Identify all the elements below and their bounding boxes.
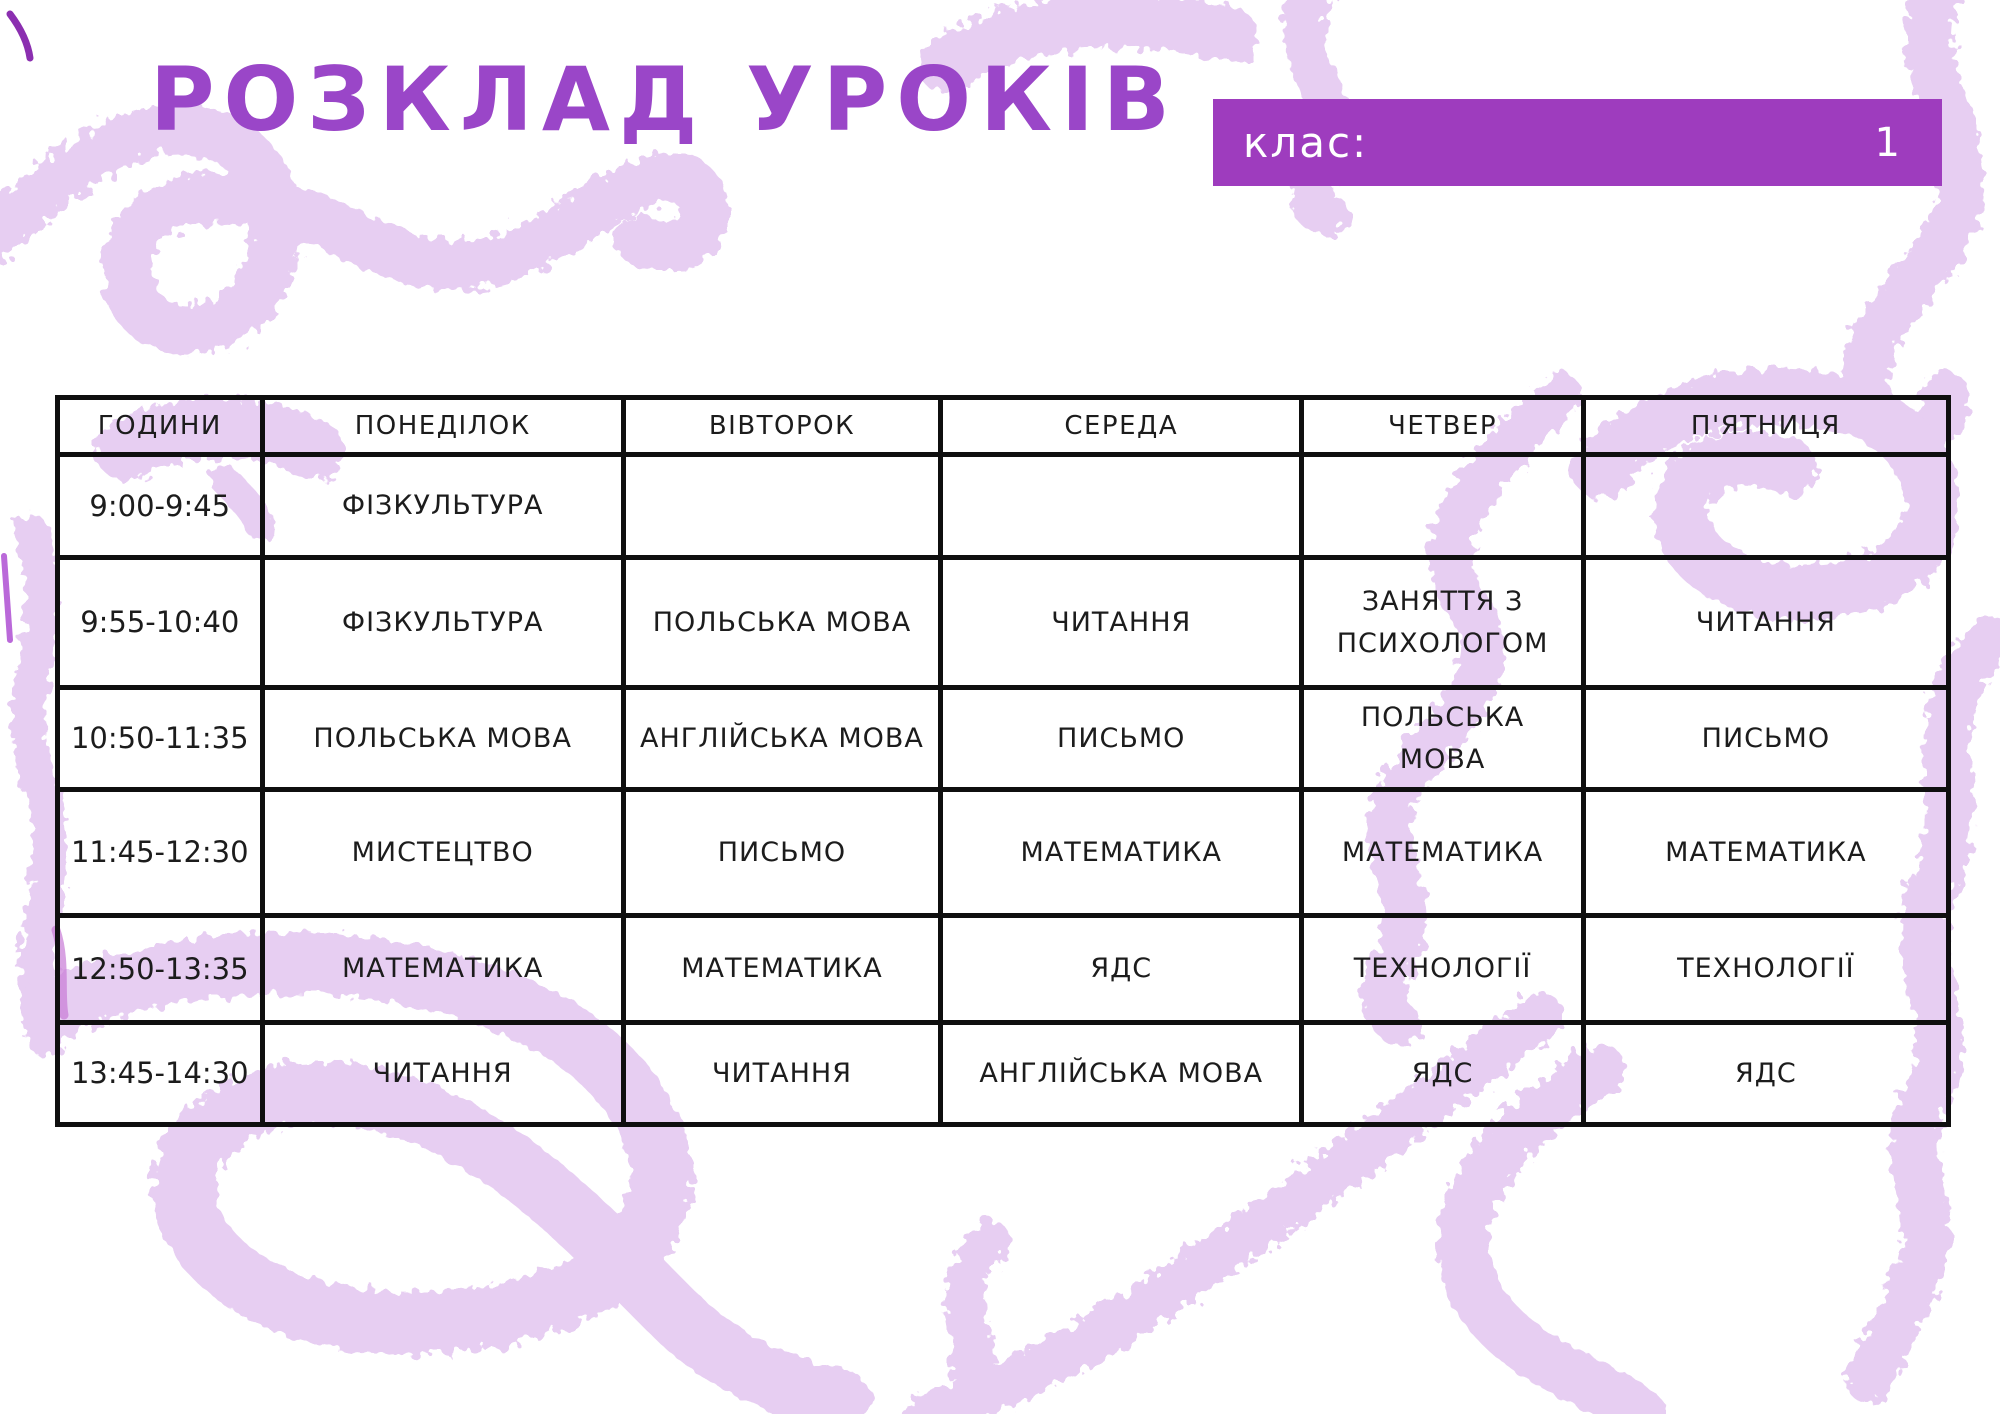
subject-cell: МАТЕМАТИКА xyxy=(943,792,1305,918)
empty-cell xyxy=(1585,457,1951,560)
header-friday: П'ЯТНИЦЯ xyxy=(1585,400,1951,457)
empty-cell xyxy=(943,457,1305,560)
subject-cell: ПИСЬМО xyxy=(625,792,944,918)
page-title: РОЗКЛАД УРОКІВ xyxy=(150,48,1179,151)
subject-cell: МИСТЕЦТВО xyxy=(264,792,626,918)
time-cell: 10:50-11:35 xyxy=(60,690,265,792)
empty-cell xyxy=(625,457,944,560)
subject-cell: ЗАНЯТТЯ З ПСИХОЛОГОМ xyxy=(1304,560,1586,690)
header-hours: ГОДИНИ xyxy=(60,400,265,457)
subject-cell: ТЕХНОЛОГІЇ xyxy=(1585,918,1951,1025)
time-cell: 12:50-13:35 xyxy=(60,918,265,1025)
subject-cell: АНГЛІЙСЬКА МОВА xyxy=(625,690,944,792)
time-cell: 11:45-12:30 xyxy=(60,792,265,918)
subject-cell: ЧИТАННЯ xyxy=(264,1025,626,1127)
subject-cell: АНГЛІЙСЬКА МОВА xyxy=(943,1025,1305,1127)
empty-cell xyxy=(1304,457,1586,560)
subject-cell: ПИСЬМО xyxy=(943,690,1305,792)
subject-cell: ПИСЬМО xyxy=(1585,690,1951,792)
subject-cell: ЯДС xyxy=(1585,1025,1951,1127)
subject-cell: ФІЗКУЛЬТУРА xyxy=(264,560,626,690)
time-cell: 9:55-10:40 xyxy=(60,560,265,690)
subject-cell: ТЕХНОЛОГІЇ xyxy=(1304,918,1586,1025)
header-thursday: ЧЕТВЕР xyxy=(1304,400,1586,457)
subject-cell: МАТЕМАТИКА xyxy=(264,918,626,1025)
subject-cell: ПОЛЬСЬКА МОВА xyxy=(264,690,626,792)
time-cell: 13:45-14:30 xyxy=(60,1025,265,1127)
class-label: клас: xyxy=(1243,118,1369,167)
subject-cell: МАТЕМАТИКА xyxy=(1304,792,1586,918)
subject-cell: МАТЕМАТИКА xyxy=(625,918,944,1025)
subject-cell: ФІЗКУЛЬТУРА xyxy=(264,457,626,560)
class-value: 1 xyxy=(1874,119,1900,166)
schedule-table: ГОДИНИ ПОНЕДІЛОК ВІВТОРОК СЕРЕДА ЧЕТВЕР … xyxy=(55,395,1951,1127)
subject-cell: ЧИТАННЯ xyxy=(625,1025,944,1127)
subject-cell: МАТЕМАТИКА xyxy=(1585,792,1951,918)
subject-cell: ЧИТАННЯ xyxy=(943,560,1305,690)
subject-cell: ПОЛЬСЬКА МОВА xyxy=(1304,690,1586,792)
header-monday: ПОНЕДІЛОК xyxy=(264,400,626,457)
subject-cell: ЧИТАННЯ xyxy=(1585,560,1951,690)
header-tuesday: ВІВТОРОК xyxy=(625,400,944,457)
header-wednesday: СЕРЕДА xyxy=(943,400,1305,457)
subject-cell: ПОЛЬСЬКА МОВА xyxy=(625,560,944,690)
class-field: клас: 1 xyxy=(1213,99,1942,186)
subject-cell: ЯДС xyxy=(943,918,1305,1025)
subject-cell: ЯДС xyxy=(1304,1025,1586,1127)
time-cell: 9:00-9:45 xyxy=(60,457,265,560)
